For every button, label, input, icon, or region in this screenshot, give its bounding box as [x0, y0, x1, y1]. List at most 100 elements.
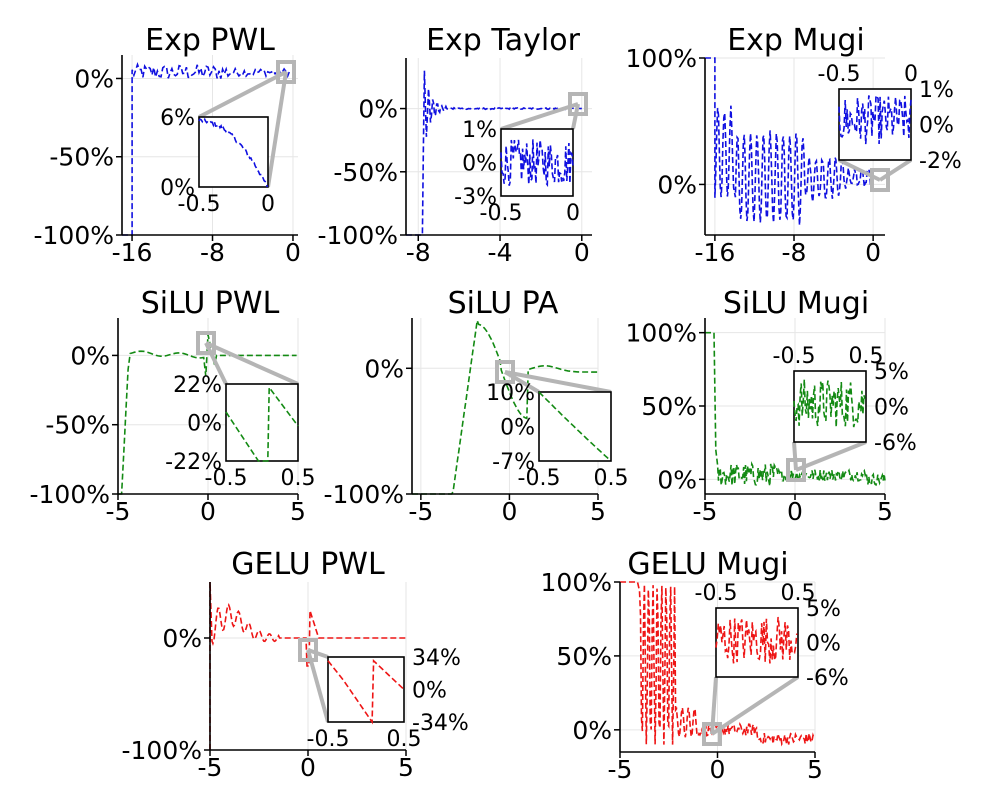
zoom-region — [495, 360, 515, 384]
zoom-region — [870, 168, 890, 192]
series-line-silu-mugi — [705, 331, 886, 487]
inset-x-tick-label: 0.5 — [387, 727, 422, 752]
x-tick-label: 0 — [710, 755, 726, 784]
x-tick-label: -8 — [782, 238, 807, 267]
zoom-connector — [838, 158, 913, 192]
chart-title: Exp PWL — [145, 23, 275, 58]
chart-title: SiLU PA — [448, 286, 559, 321]
y-tick-label: 100% — [541, 568, 612, 597]
inset-silu-pwl: -0.5 0.5 22% 0% -22% — [165, 373, 315, 491]
inset-y-tick-label: 0% — [500, 416, 535, 441]
inset-x-tick-label: -0.5 — [518, 466, 561, 491]
y-tick-label: 100% — [626, 44, 697, 73]
inset-y-tick-label: -6% — [874, 431, 917, 456]
zoom-line — [504, 370, 612, 394]
inset-y-tick-label: 0% — [412, 679, 447, 704]
x-tick-label: 0 — [200, 497, 216, 526]
x-tick-label: 5 — [877, 497, 893, 526]
inset-x-tick-label: 0.5 — [594, 466, 629, 491]
series-line-exp-pwl — [122, 62, 292, 236]
chart-silu-pwl: -5 0 5 0% -50% -100% SiLU PWL -0.5 0.5 22% 0% -22% — [30, 286, 316, 526]
chart-title: GELU Mugi — [627, 547, 788, 582]
x-tick-label: 0 — [501, 497, 517, 526]
x-tick-label: 0 — [865, 238, 881, 267]
inset-y-tick-label: 0% — [462, 152, 497, 177]
x-tick-label: -8 — [406, 238, 431, 267]
y-tick-label: 100% — [626, 319, 697, 348]
chart-silu-pa: -5 0 5 0% -100% SiLU PA -0.5 0.5 10% 0% -7% — [324, 286, 629, 526]
inset-y-tick-label: 10% — [486, 381, 535, 406]
inset-y-tick-label: 0% — [919, 114, 954, 139]
inset-y-tick-label: 0% — [874, 396, 909, 421]
inset-series-line — [500, 139, 574, 188]
zoom-region — [568, 92, 588, 116]
zoom-connector — [786, 440, 867, 482]
x-tick-label: 5 — [290, 497, 306, 526]
zoom-line — [571, 103, 580, 130]
y-tick-label: 0% — [364, 354, 404, 383]
inset-y-tick-label: -7% — [492, 450, 535, 475]
chart-title: SiLU PWL — [141, 286, 280, 321]
inset-x-tick-label: -0.5 — [205, 466, 248, 491]
inset-x-tick-label: 0 — [904, 62, 918, 87]
x-tick-label: -5 — [106, 497, 131, 526]
inset-box — [225, 383, 299, 462]
inset-exp-pwl: -0.5 0 6% 0% — [160, 106, 275, 217]
zoom-connector — [500, 92, 588, 131]
y-tick-label: -100% — [324, 480, 405, 509]
series-line-gelu-mugi — [620, 581, 816, 747]
y-tick-label: -50% — [45, 411, 110, 440]
inset-y-tick-label: 0% — [160, 176, 195, 201]
inset-exp-taylor: -0.5 0 1% 0% -3% — [454, 118, 580, 226]
inset-series-line — [198, 117, 269, 188]
inset-series-line — [225, 385, 299, 462]
inset-series-line — [715, 616, 798, 664]
inset-silu-pa: -0.5 0.5 10% 0% -7% — [486, 381, 628, 491]
series-line-exp-taylor — [406, 70, 583, 236]
y-tick-label: -100% — [122, 736, 203, 765]
zoom-connector — [702, 675, 800, 746]
inset-x-tick-label: 0 — [566, 201, 580, 226]
x-tick-label: 0 — [574, 238, 590, 267]
inset-x-tick-label: -0.5 — [480, 201, 523, 226]
series-line-gelu-pwl — [209, 581, 406, 750]
inset-x-tick-label: 0.5 — [849, 344, 884, 369]
chart-title: SiLU Mugi — [723, 286, 869, 321]
x-tick-label: -16 — [112, 238, 153, 267]
x-tick-label: 0 — [300, 753, 316, 782]
chart-title: Exp Taylor — [426, 23, 580, 58]
y-tick-label: 50% — [641, 392, 697, 421]
zoom-line — [266, 71, 288, 188]
zoom-line — [500, 102, 579, 131]
x-tick-label: -8 — [200, 238, 225, 267]
inset-series-line — [538, 391, 611, 461]
y-tick-label: 0% — [657, 465, 697, 494]
y-tick-label: 0% — [70, 341, 110, 370]
y-tick-label: 0% — [572, 716, 612, 745]
y-tick-label: -100% — [30, 480, 111, 509]
inset-series-line — [327, 658, 405, 725]
inset-exp-mugi: -0.5 01% 0% -2% — [818, 62, 962, 174]
y-tick-label: -50% — [49, 143, 114, 172]
x-tick-label: 5 — [590, 497, 606, 526]
y-tick-label: -50% — [333, 158, 398, 187]
chart-gelu-pwl: -5 0 5 0% -100% GELU PWL -0.5 0.5 34% 0% -34% — [122, 547, 469, 782]
chart-gelu-mugi: -5 0 5 100% 50% 0% GELU Mugi-0.5 0.55% 0% -6% — [541, 547, 849, 784]
inset-y-tick-label: -2% — [919, 149, 962, 174]
zoom-region — [276, 60, 296, 84]
inset-y-tick-label: -3% — [454, 185, 497, 210]
inset-y-tick-label: 5% — [874, 360, 909, 385]
y-tick-label: 0% — [162, 624, 202, 653]
inset-y-tick-label: 6% — [160, 106, 195, 131]
x-tick-label: -5 — [408, 497, 433, 526]
inset-y-tick-label: 34% — [412, 646, 461, 671]
y-tick-label: -100% — [34, 221, 115, 250]
zoom-connector — [298, 638, 330, 723]
x-tick-label: -5 — [198, 753, 223, 782]
y-tick-label: 0% — [657, 170, 697, 199]
x-tick-label: 0 — [285, 238, 301, 267]
inset-x-tick-label: -0.5 — [307, 727, 350, 752]
x-tick-label: -16 — [694, 238, 735, 267]
inset-y-tick-label: 5% — [806, 597, 841, 622]
